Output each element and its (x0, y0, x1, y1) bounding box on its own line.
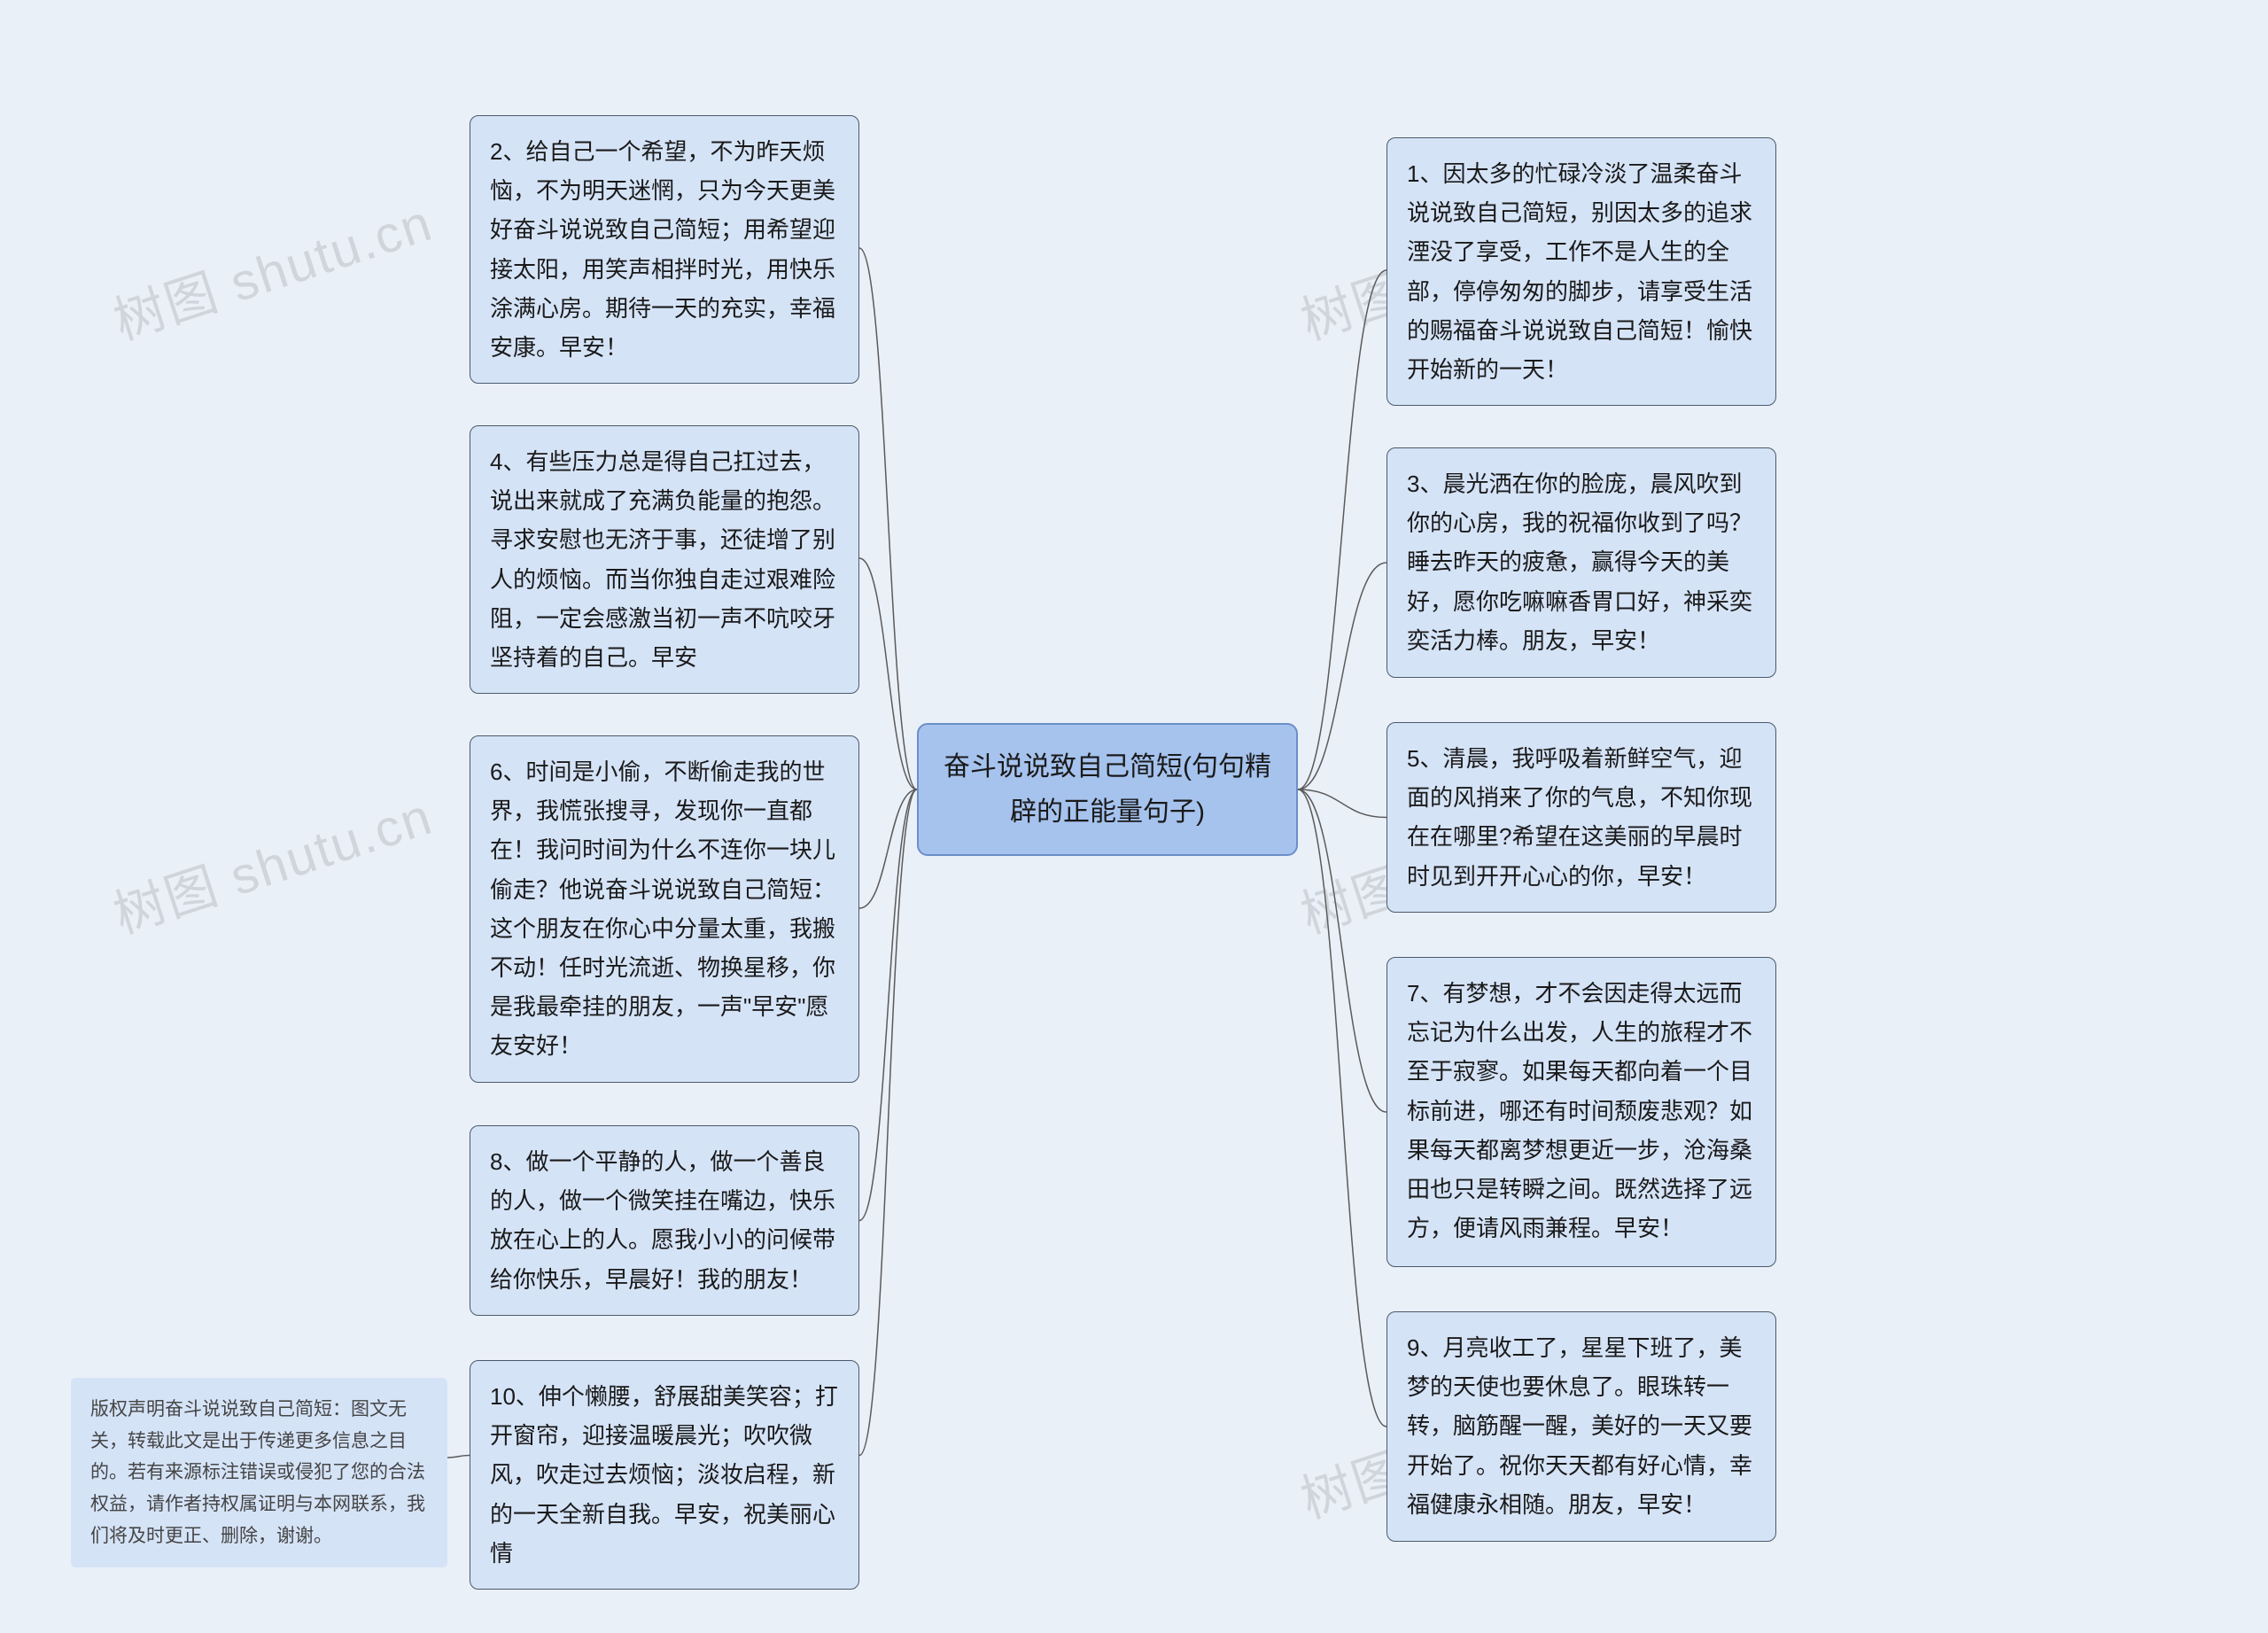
mindmap-canvas: 树图 shutu.cn树图 shutu.cn树图 shutu.cn树图 shut… (0, 0, 2268, 1633)
branch-node-n9: 9、月亮收工了，星星下班了，美梦的天使也要休息了。眼珠转一转，脑筋醒一醒，美好的… (1386, 1311, 1776, 1542)
branch-node-n1: 1、因太多的忙碌冷淡了温柔奋斗说说致自己简短，别因太多的追求湮没了享受，工作不是… (1386, 137, 1776, 406)
branch-node-n5: 5、清晨，我呼吸着新鲜空气，迎面的风捎来了你的气息，不知你现在在哪里?希望在这美… (1386, 722, 1776, 913)
watermark: 树图 shutu.cn (103, 774, 440, 947)
watermark: 树图 shutu.cn (103, 181, 440, 354)
branch-node-n6: 6、时间是小偷，不断偷走我的世界，我慌张搜寻，发现你一直都在！我问时间为什么不连… (470, 735, 859, 1083)
copyright-footer: 版权声明奋斗说说致自己简短：图文无关，转载此文是出于传递更多信息之目的。若有来源… (71, 1378, 447, 1567)
branch-node-n4: 4、有些压力总是得自己扛过去，说出来就成了充满负能量的抱怨。寻求安慰也无济于事，… (470, 425, 859, 694)
branch-node-n2: 2、给自己一个希望，不为昨天烦恼，不为明天迷惘，只为今天更美好奋斗说说致自己简短… (470, 115, 859, 384)
branch-node-n10: 10、伸个懒腰，舒展甜美笑容；打开窗帘，迎接温暖晨光；吹吹微风，吹走过去烦恼；淡… (470, 1360, 859, 1590)
branch-node-n3: 3、晨光洒在你的脸庞，晨风吹到你的心房，我的祝福你收到了吗？睡去昨天的疲惫，赢得… (1386, 447, 1776, 678)
center-node: 奋斗说说致自己简短(句句精辟的正能量句子) (917, 723, 1298, 856)
branch-node-n7: 7、有梦想，才不会因走得太远而忘记为什么出发，人生的旅程才不至于寂寥。如果每天都… (1386, 957, 1776, 1267)
branch-node-n8: 8、做一个平静的人，做一个善良的人，做一个微笑挂在嘴边，快乐放在心上的人。愿我小… (470, 1125, 859, 1316)
